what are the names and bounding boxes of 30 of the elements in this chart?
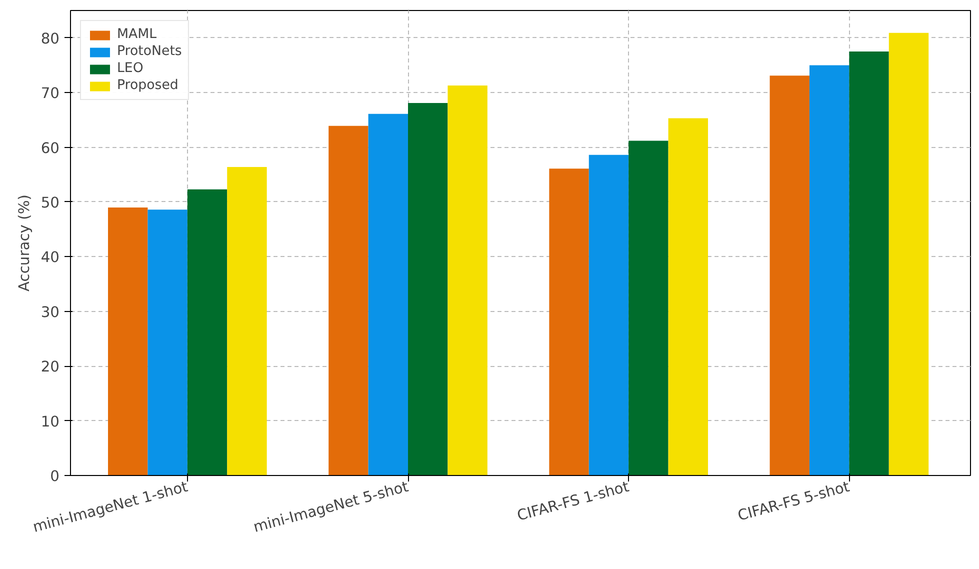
bar [408,102,448,476]
y-tick-label: 30 [40,304,60,321]
y-tick-label: 10 [40,413,60,430]
y-tick-label: 20 [40,358,60,376]
y-tick-label: 40 [40,249,60,266]
bar [227,166,267,476]
bar [888,32,929,476]
bar [549,168,589,476]
bar [448,85,488,476]
bar [809,65,850,476]
y-tick-label: 60 [40,140,60,157]
bar [108,207,148,476]
bar [187,189,228,476]
y-tick-label: 50 [40,194,60,212]
y-axis-title: Accuracy (%) [16,194,33,292]
y-tick-label: 80 [40,30,60,48]
legend-label: Proposed [117,78,178,93]
legend-label: ProtoNets [117,44,182,59]
bar [849,52,889,476]
legend-label: LEO [117,61,144,76]
legend-label: MAML [117,27,157,42]
bar [770,76,810,476]
bar [668,118,708,476]
bar [148,210,188,476]
bar [368,114,408,476]
bar [328,126,368,476]
bar [628,140,668,476]
y-tick-label: 0 [50,468,60,485]
y-tick-label: 70 [40,85,60,102]
bar [588,154,629,476]
